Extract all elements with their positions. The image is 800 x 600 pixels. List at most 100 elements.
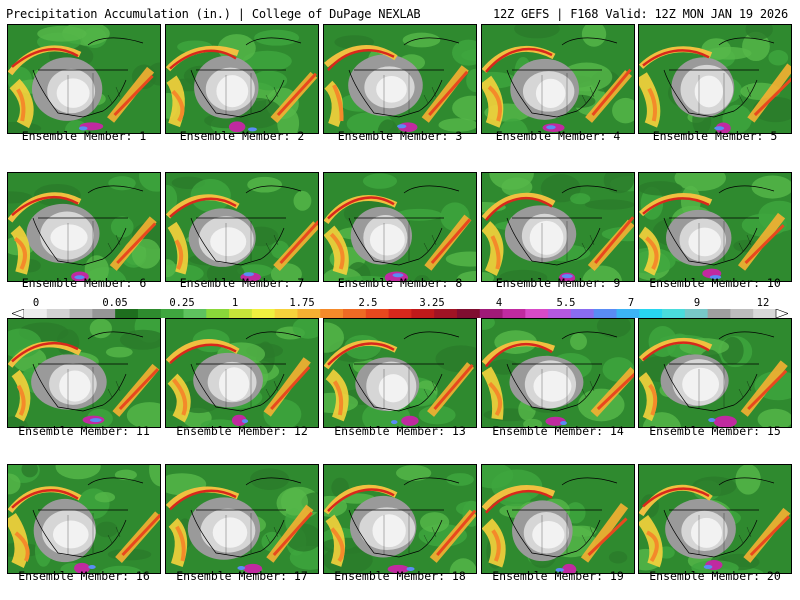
ensemble-member-label: Ensemble Member: 11 (18, 424, 150, 438)
colorbar-swatch (479, 309, 504, 318)
ensemble-map-panel (638, 318, 792, 428)
colorbar-swatch (753, 309, 777, 318)
colorbar-swatch (229, 309, 253, 318)
ensemble-member-label: Ensemble Member: 2 (179, 129, 305, 143)
ensemble-map-panel (481, 24, 635, 134)
colorbar-swatch (206, 309, 230, 318)
colorbar-swatch (137, 309, 162, 318)
colorbar-tick-label: 7 (627, 297, 635, 309)
colorbar-tick-label: 0.05 (102, 297, 128, 309)
ensemble-member-label: Ensemble Member: 4 (495, 129, 621, 143)
colorbar-max-arrow (775, 309, 788, 318)
colorbar-swatch (46, 309, 71, 318)
colorbar-swatch (639, 309, 663, 318)
ensemble-map-panel (7, 318, 161, 428)
colorbar-swatch (662, 309, 686, 318)
precipitation-map (8, 173, 160, 281)
ensemble-map-panel (323, 172, 477, 282)
colorbar-swatch (274, 309, 298, 318)
ensemble-map-panel (165, 24, 319, 134)
ensemble-map-panel (638, 24, 792, 134)
colorbar-swatch (115, 309, 139, 318)
ensemble-map-panel (7, 464, 161, 574)
ensemble-map-panel (165, 464, 319, 574)
colorbar-swatch (320, 309, 344, 318)
colorbar-swatch (69, 309, 93, 318)
ensemble-member-label: Ensemble Member: 12 (176, 424, 308, 438)
ensemble-member-label: Ensemble Member: 6 (21, 276, 147, 290)
precipitation-map (166, 319, 318, 427)
colorbar-swatch (525, 309, 549, 318)
colorbar-labels: 0 0.05 0.25 1 1.75 2.5 3.25 4 5.5 7 9 12 (12, 297, 788, 309)
page-title: Precipitation Accumulation (in.) | Colle… (6, 7, 421, 21)
ensemble-map-panel (638, 464, 792, 574)
colorbar-swatch (160, 309, 185, 318)
colorbar-swatch (684, 309, 709, 318)
run-info: 12Z GEFS | F168 Valid: 12Z MON JAN 19 20… (492, 7, 788, 21)
colorbar-tick-label: 5.5 (556, 297, 576, 309)
precipitation-map (482, 319, 634, 427)
ensemble-map-panel (323, 318, 477, 428)
colorbar-swatch (616, 309, 640, 318)
ensemble-map-panel (481, 464, 635, 574)
colorbar-swatch (388, 309, 412, 318)
ensemble-member-label: Ensemble Member: 17 (176, 569, 308, 583)
ensemble-member-label: Ensemble Member: 15 (649, 424, 781, 438)
colorbar-swatch (730, 309, 754, 318)
ensemble-member-label: Ensemble Member: 9 (495, 276, 621, 290)
colorbar-swatch (251, 309, 276, 318)
precipitation-map (8, 25, 160, 133)
colorbar-swatch (570, 309, 595, 318)
colorbar-swatch (297, 309, 321, 318)
colorbar-swatch (456, 309, 481, 318)
precipitation-map (166, 173, 318, 281)
colorbar-swatch (92, 309, 116, 318)
ensemble-map-panel (165, 172, 319, 282)
precipitation-map (639, 173, 791, 281)
precipitation-map (639, 465, 791, 573)
colorbar-tick-label: 1 (231, 297, 239, 309)
ensemble-map-panel (638, 172, 792, 282)
precipitation-map (166, 465, 318, 573)
colorbar-tick-label: 4 (495, 297, 503, 309)
colorbar-tick-label: 3.25 (419, 297, 445, 309)
ensemble-member-label: Ensemble Member: 18 (334, 569, 466, 583)
ensemble-member-label: Ensemble Member: 8 (337, 276, 463, 290)
colorbar-swatch (434, 309, 458, 318)
colorbar-min-arrow (12, 309, 25, 318)
colorbar-tick-label: 2.5 (358, 297, 378, 309)
ensemble-member-label: Ensemble Member: 10 (649, 276, 781, 290)
ensemble-member-label: Ensemble Member: 19 (492, 569, 624, 583)
colorbar-swatch (411, 309, 435, 318)
precipitation-map (324, 465, 476, 573)
precipitation-map (324, 25, 476, 133)
colorbar-swatch (707, 309, 731, 318)
ensemble-member-label: Ensemble Member: 7 (179, 276, 305, 290)
precipitation-map (482, 25, 634, 133)
precipitation-map (8, 465, 160, 573)
ensemble-member-label: Ensemble Member: 16 (18, 569, 150, 583)
precipitation-map (8, 319, 160, 427)
precipitation-map (482, 173, 634, 281)
precipitation-map (482, 465, 634, 573)
ensemble-map-panel (165, 318, 319, 428)
ensemble-member-label: Ensemble Member: 20 (649, 569, 781, 583)
ensemble-member-label: Ensemble Member: 1 (21, 129, 147, 143)
colorbar-tick-label: 0 (32, 297, 40, 309)
colorbar-swatch (502, 309, 526, 318)
ensemble-map-panel (481, 172, 635, 282)
ensemble-member-label: Ensemble Member: 13 (334, 424, 466, 438)
colorbar-tick-label: 1.75 (289, 297, 315, 309)
ensemble-map-panel (7, 172, 161, 282)
precipitation-map (324, 319, 476, 427)
precipitation-map (166, 25, 318, 133)
precipitation-map (639, 25, 791, 133)
colorbar-swatch (24, 309, 48, 318)
ensemble-map-panel (323, 24, 477, 134)
precipitation-map (639, 319, 791, 427)
colorbar-swatch (365, 309, 390, 318)
ensemble-member-label: Ensemble Member: 14 (492, 424, 624, 438)
ensemble-map-panel (481, 318, 635, 428)
colorbar-swatch (343, 309, 367, 318)
